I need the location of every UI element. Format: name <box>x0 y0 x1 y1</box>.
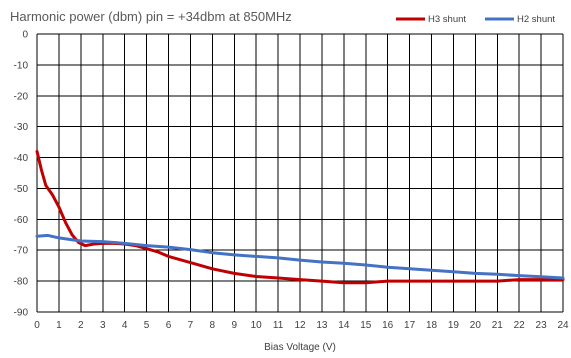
x-tick-label: 2 <box>78 320 84 331</box>
series-lines <box>35 149 565 285</box>
x-tick-label: 14 <box>338 320 350 331</box>
x-tick-label: 15 <box>360 320 372 331</box>
series-line-h2-shunt <box>35 233 565 280</box>
chart-title: Harmonic power (dbm) pin = +34dbm at 850… <box>10 9 292 24</box>
y-tick-label: -50 <box>14 184 29 195</box>
x-tick-label: 7 <box>188 320 194 331</box>
y-tick-label: -40 <box>14 153 29 164</box>
x-tick-label: 5 <box>144 320 150 331</box>
x-axis-label: Bias Voltage (V) <box>264 342 336 353</box>
x-tick-label: 13 <box>316 320 328 331</box>
x-tick-label: 21 <box>492 320 504 331</box>
y-tick-label: -20 <box>14 91 29 102</box>
y-tick-label: -60 <box>14 215 29 226</box>
x-tick-label: 22 <box>514 320 526 331</box>
x-tick-label: 12 <box>294 320 306 331</box>
x-tick-label: 1 <box>56 320 62 331</box>
x-tick-label: 6 <box>166 320 172 331</box>
x-tick-label: 11 <box>273 320 284 331</box>
legend-label: H3 shunt <box>428 14 466 25</box>
legend-label: H2 shunt <box>517 14 555 25</box>
y-tick-label: -90 <box>14 308 29 319</box>
tick-labels: 0-10-20-30-40-50-60-70-80-900 1 2 3 4 5 6 7 8 9 10… <box>14 30 569 332</box>
x-tick-label: 19 <box>448 320 460 331</box>
legend: H3 shunt H2 shunt <box>396 14 555 25</box>
y-tick-label: 0 <box>22 30 28 41</box>
y-tick-label: -30 <box>14 122 29 133</box>
series-line-h3-shunt <box>35 149 565 285</box>
x-tick-label: 3 <box>100 320 106 331</box>
y-tick-label: -10 <box>14 60 29 71</box>
x-tick-label: 23 <box>536 320 548 331</box>
x-tick-label: 10 <box>251 320 263 331</box>
y-tick-label: -70 <box>14 246 29 257</box>
x-tick-label: 20 <box>470 320 482 331</box>
x-tick-label: 0 <box>34 320 40 331</box>
x-tick-label: 8 <box>210 320 216 331</box>
y-tick-label: -80 <box>14 277 29 288</box>
x-tick-label: 16 <box>382 320 394 331</box>
x-tick-label: 17 <box>404 320 416 331</box>
x-tick-label: 9 <box>231 320 237 331</box>
x-tick-label: 4 <box>122 320 128 331</box>
x-tick-label: 18 <box>426 320 438 331</box>
grid <box>36 33 564 313</box>
x-tick-label: 24 <box>557 320 569 331</box>
